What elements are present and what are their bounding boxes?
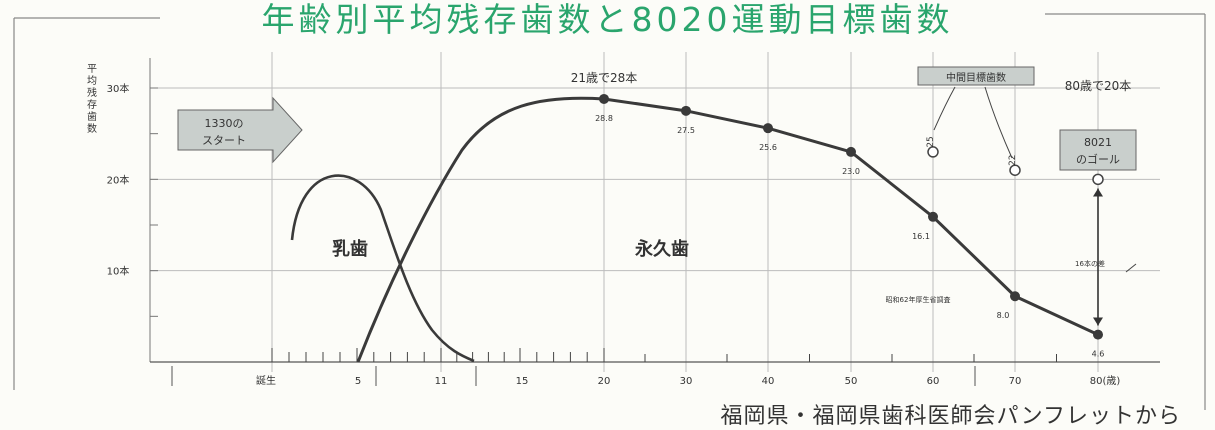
y-axis-title-char: 平 [87, 64, 97, 75]
data-point [846, 146, 856, 157]
x-tick-label: 60 [927, 376, 940, 387]
data-point [681, 105, 691, 116]
data-point-label: 4.6 [1092, 350, 1105, 359]
gap-arrow-head-bottom [1093, 317, 1103, 326]
survey-note: 昭和62年厚生省調査 [886, 295, 951, 304]
gap-arrow-head-top [1093, 188, 1103, 197]
x-tick-label: 80(歳) [1090, 375, 1121, 387]
primary-teeth-label: 乳歯 [332, 238, 368, 260]
middle-goal-leader-70 [984, 86, 1013, 159]
data-point [1093, 329, 1103, 340]
permanent-teeth-rise [356, 96, 605, 363]
middle-goal-leader-60 [933, 86, 956, 131]
y-axis-title-char: 存 [87, 98, 97, 111]
x-tick-label: 30 [680, 376, 693, 387]
data-point [599, 93, 609, 104]
chart-title: 年齢別平均残存歯数と8020運動目標歯数 [261, 0, 954, 39]
y-tick-label: 10本 [107, 265, 130, 278]
start-box-line2: スタート [202, 134, 246, 147]
goal-box-line2: のゴール [1076, 152, 1120, 166]
x-tick-label: 11 [435, 376, 448, 387]
start-arrow-box [177, 96, 303, 164]
data-point-label: 28.8 [595, 114, 613, 123]
gap-tick-mark [1125, 263, 1137, 273]
y-axis-title-char: 残 [87, 86, 97, 99]
goal-marker [1092, 173, 1104, 186]
goal-box [1059, 129, 1137, 171]
y-axis-title-char: 数 [87, 122, 97, 135]
data-point-label: 25.6 [759, 143, 777, 152]
x-tick-label: 50 [845, 376, 858, 387]
data-point [928, 211, 938, 222]
x-tick-label: 40 [762, 376, 775, 387]
data-point [1010, 291, 1020, 302]
permanent-teeth-label: 永久歯 [634, 238, 689, 260]
middle-goal-box [917, 66, 1035, 86]
x-tick-label: 20 [598, 376, 611, 387]
goal-value-label: 22 [1008, 154, 1018, 165]
x-tick-label: 70 [1009, 376, 1022, 387]
peak-annotation: 21歳で28本 [571, 71, 638, 85]
data-point-label: 8.0 [997, 311, 1010, 320]
goal-value-label: 25 [926, 136, 936, 147]
goal80-annotation: 80歳で20本 [1065, 79, 1132, 93]
primary-teeth-curve [290, 174, 475, 363]
goal-box-line1: 8021 [1084, 136, 1112, 149]
data-point-label: 23.0 [842, 167, 860, 176]
middle-goal-label: 中間目標歯数 [946, 71, 1006, 84]
y-tick-label: 20本 [107, 173, 130, 186]
x-tick-label: 15 [516, 376, 529, 387]
source-credit: 福岡県・福岡県歯科医師会パンフレットから [720, 404, 1181, 429]
y-tick-label: 30本 [107, 82, 130, 95]
goal-marker [1009, 164, 1021, 176]
x-tick-label: 5 [355, 376, 361, 387]
y-axis-title-char: 均 [87, 75, 97, 87]
y-axis-title-char: 歯 [87, 110, 97, 123]
x-tick-label: 誕生 [256, 374, 276, 387]
gap-label: 16本の差 [1075, 259, 1105, 268]
data-point-label: 16.1 [912, 232, 930, 241]
data-point-label: 27.5 [677, 126, 695, 135]
goal-marker [927, 146, 939, 158]
start-box-line1: 1330の [205, 117, 244, 130]
data-point [763, 123, 773, 134]
